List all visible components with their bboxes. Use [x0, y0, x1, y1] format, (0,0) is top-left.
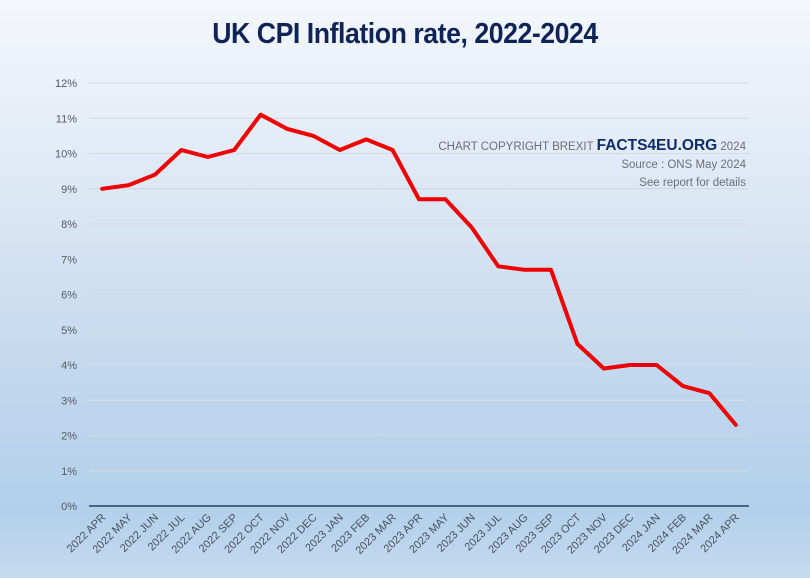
y-tick-label: 4%	[61, 360, 77, 372]
y-tick-label: 6%	[61, 290, 77, 302]
y-tick-label: 2%	[61, 431, 77, 443]
y-tick-label: 11%	[56, 113, 77, 125]
y-tick-label: 9%	[61, 184, 77, 196]
y-tick-label: 5%	[61, 325, 77, 337]
y-tick-label: 1%	[61, 466, 77, 478]
y-tick-label: 8%	[61, 219, 77, 231]
chart-title: UK CPI Inflation rate, 2022-2024	[212, 18, 598, 50]
chart-annotation: CHART COPYRIGHT BREXIT FACTS4EU.ORG 2024…	[438, 137, 746, 192]
gridlines	[89, 82, 749, 472]
copyright-prefix: CHART COPYRIGHT BREXIT	[438, 141, 594, 153]
copyright-line: CHART COPYRIGHT BREXIT FACTS4EU.ORG 2024	[438, 137, 746, 156]
series-group	[100, 112, 738, 427]
y-tick-label: 0%	[61, 501, 77, 513]
source-note: Source : ONS May 2024	[621, 159, 746, 171]
report-note: See report for details	[639, 177, 746, 189]
y-axis-tick-labels: 0% 1% 2% 3% 4% 5% 6% 7% 8% 9% 10% 11% 12%	[55, 78, 77, 513]
copyright-year: 2024	[720, 141, 746, 153]
y-tick-label: 7%	[61, 254, 77, 266]
y-tick-label: 12%	[55, 78, 77, 90]
y-tick-label: 10%	[55, 149, 77, 161]
brand-name: FACTS4EU.ORG	[596, 137, 718, 154]
y-tick-label: 3%	[61, 395, 77, 407]
